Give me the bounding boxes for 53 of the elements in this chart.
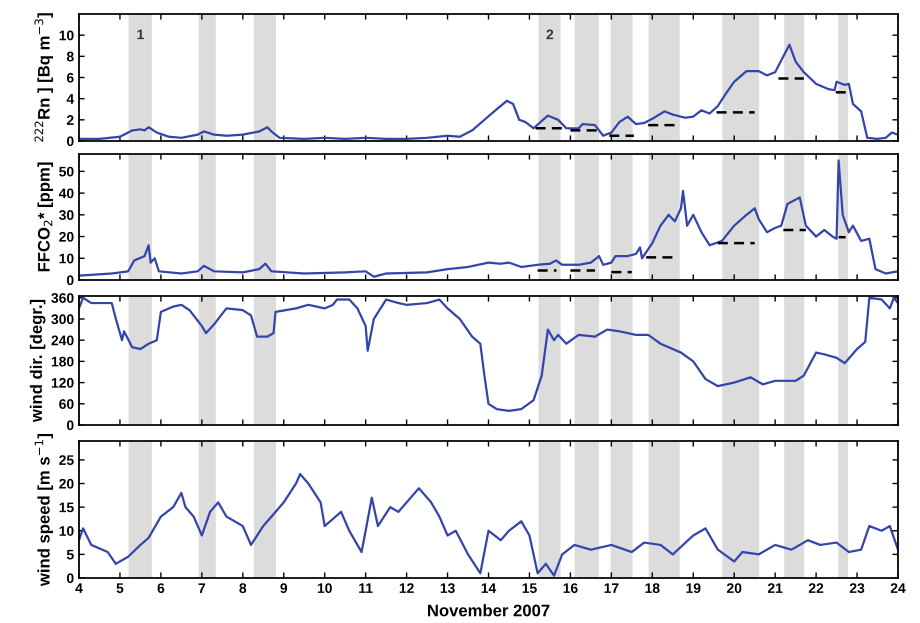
x-tick-label: 6 <box>158 583 164 594</box>
x-tick-label: 8 <box>239 583 246 594</box>
y-tick-label: 20 <box>59 478 74 489</box>
x-tick-label: 23 <box>850 583 864 594</box>
y-tick-label: 300 <box>51 314 74 324</box>
x-tick-label: 13 <box>440 583 455 594</box>
y-axis-title: wind speed [m s$^{−1}$] <box>34 434 53 586</box>
x-tick-label: 14 <box>482 583 496 593</box>
y-tick-label: 8 <box>66 52 74 62</box>
x-axis-title: November 2007 <box>428 604 550 616</box>
y-tick-label: 0 <box>66 420 74 430</box>
y-tick-label: 25 <box>59 455 74 466</box>
x-tick-label: 22 <box>808 583 824 593</box>
y-tick-label: 30 <box>59 210 74 220</box>
x-tick-label: 18 <box>645 583 660 594</box>
x-tick-label: 12 <box>400 583 414 593</box>
annotation: 2 <box>546 29 554 40</box>
y-tick-label: 50 <box>59 166 74 177</box>
y-tick-label: 60 <box>59 399 74 409</box>
y-axis-title: $^{222}$Rn ] [Bq m$^{−3}$] <box>34 13 53 142</box>
y-tick-label: 6 <box>66 72 74 83</box>
x-tick-label: 17 <box>604 583 618 593</box>
x-tick-label: 7 <box>198 583 206 593</box>
x-tick-label: 9 <box>280 583 288 594</box>
y-tick-label: 240 <box>51 336 74 346</box>
y-axis-title: FFCO$_{2}$* [ppm] <box>37 162 54 272</box>
x-tick-label: 11 <box>359 583 373 593</box>
y-tick-label: 10 <box>60 30 74 40</box>
y-tick-label: 0 <box>66 573 74 584</box>
y-tick-label: 0 <box>66 275 74 286</box>
y-tick-label: 0 <box>66 136 74 146</box>
y-tick-label: 360 <box>51 293 74 303</box>
x-tick-label: 4 <box>75 583 83 593</box>
x-tick-label: 19 <box>686 583 700 594</box>
x-tick-label: 15 <box>522 583 537 594</box>
y-tick-label: 40 <box>58 188 74 198</box>
y-axis-title: wind dir. [degr.] <box>30 300 46 422</box>
x-tick-label: 16 <box>564 583 578 594</box>
y-tick-label: 10 <box>60 526 74 536</box>
y-tick-label: 180 <box>52 356 74 367</box>
y-tick-label: 4 <box>66 94 74 104</box>
y-tick-label: 5 <box>66 550 74 560</box>
annotation: 1 <box>137 30 144 40</box>
x-tick-label: 5 <box>116 583 124 594</box>
x-tick-label: 20 <box>726 583 742 594</box>
x-tick-label: 21 <box>768 583 782 593</box>
y-tick-label: 2 <box>66 115 74 125</box>
y-tick-label: 20 <box>59 232 74 242</box>
y-tick-label: 120 <box>52 378 74 388</box>
x-tick-label: 10 <box>318 583 332 594</box>
y-tick-label: 15 <box>60 502 74 512</box>
x-tick-label: 24 <box>890 583 906 593</box>
y-tick-label: 10 <box>60 254 74 264</box>
